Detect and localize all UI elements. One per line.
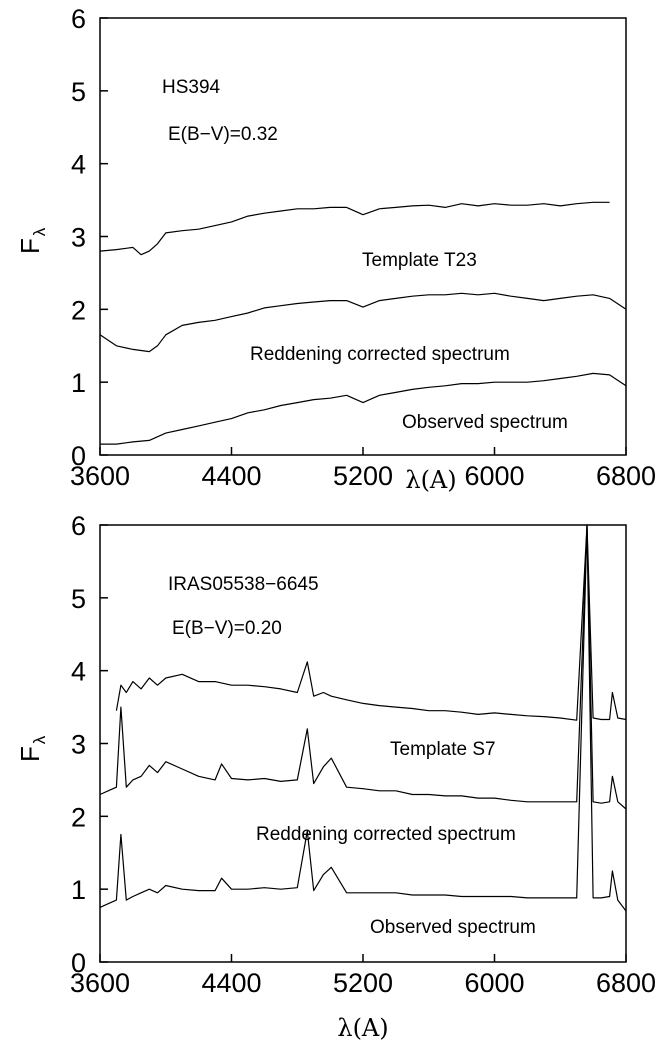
template-label: Template T23	[362, 250, 477, 271]
spectrum-line-0	[115, 524, 627, 721]
spectrum-line-0	[99, 201, 610, 256]
y-tick-label: 2	[71, 802, 86, 832]
panel-hs394: 3600 4400 5200 6000 6800 0 1 2 3 4 5 6 HS394 E(B−V)…	[15, 4, 656, 494]
y-tick-label: 5	[71, 584, 86, 614]
y-tick-label: 4	[71, 150, 86, 180]
y-tick-label: 1	[71, 368, 86, 398]
object-name-label: HS394	[162, 77, 221, 98]
x-tick-label: 4400	[201, 461, 261, 491]
y-tick-label: 0	[71, 441, 86, 471]
y-tick-label: 3	[71, 730, 86, 760]
y-axis-label-main: F	[15, 238, 45, 254]
x-tick-label: 6000	[464, 461, 524, 491]
y-axis-label-subscript: λ	[30, 735, 49, 744]
y-axis-label: F λ	[15, 735, 49, 762]
x-tick-label: 3600	[70, 968, 130, 998]
x-tick-label: 6800	[596, 461, 656, 491]
observed-spectrum-label: Observed spectrum	[402, 412, 568, 433]
x-axis-label: λ(A)	[405, 466, 456, 494]
spectrum-line-1	[99, 292, 627, 353]
y-axis-label-main: F	[15, 746, 45, 762]
x-tick-label: 6800	[596, 968, 656, 998]
y-tick-label: 6	[71, 4, 86, 34]
y-tick-label: 6	[71, 511, 86, 541]
y-tick-label: 5	[71, 77, 86, 107]
reddening-value-label: E(B−V)=0.20	[172, 618, 282, 639]
template-label: Template S7	[390, 739, 496, 760]
y-axis-label: F λ	[15, 227, 49, 254]
object-name-label: IRAS05538−6645	[168, 574, 319, 595]
x-tick-label: 5200	[333, 461, 393, 491]
reddening-value-label: E(B−V)=0.32	[168, 124, 278, 145]
x-tick-label: 5200	[333, 968, 393, 998]
y-axis-label-subscript: λ	[30, 227, 49, 236]
corrected-spectrum-label: Reddening corrected spectrum	[256, 824, 516, 845]
y-tick-label: 4	[71, 657, 86, 687]
spectrum-line-1	[99, 524, 627, 810]
y-tick-label: 2	[71, 295, 86, 325]
spectrum-line-2	[100, 372, 627, 445]
x-tick-label: 4400	[201, 968, 261, 998]
x-tick-label: 3600	[70, 461, 130, 491]
y-tick-label: 0	[71, 948, 86, 978]
y-tick-label: 1	[71, 875, 86, 905]
x-tick-label: 6000	[464, 968, 524, 998]
panel-iras05538: 3600 4400 5200 6000 6800 0 1 2 3 4 5 6 IRAS05538−66…	[15, 511, 656, 1042]
y-tick-label: 3	[71, 223, 86, 253]
corrected-spectrum-label: Reddening corrected spectrum	[250, 344, 510, 365]
observed-spectrum-label: Observed spectrum	[370, 917, 536, 938]
spectrum-line-2	[99, 524, 627, 912]
x-axis-label: λ(A)	[337, 1014, 388, 1042]
